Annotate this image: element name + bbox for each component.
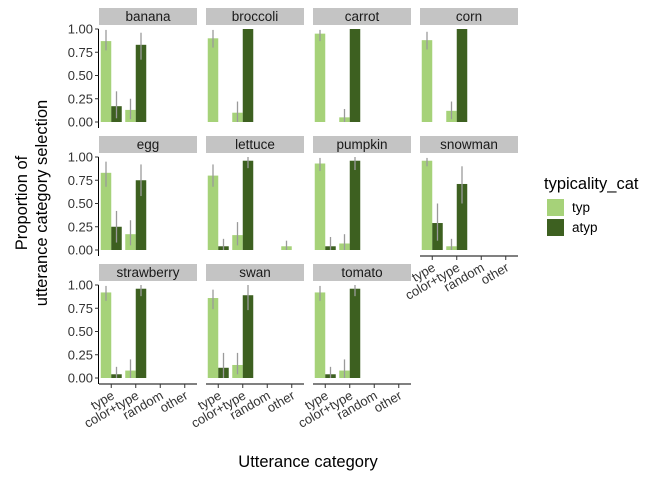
bar-typ-type — [314, 33, 326, 122]
facet-strip-label: banana — [125, 9, 171, 24]
x-tick-label: other — [478, 259, 512, 287]
facet-strip — [313, 8, 411, 25]
facet-panel-carrot: carrot — [313, 8, 411, 122]
bar-typ-type — [314, 163, 326, 250]
legend-title: typicality_cat — [544, 175, 639, 193]
y-tick-label: 0.75 — [68, 173, 93, 188]
facet-strip-label: lettuce — [235, 137, 275, 152]
facet-strip-label: egg — [137, 137, 160, 152]
legend-swatch-typ — [547, 199, 564, 216]
facet-strip — [313, 136, 411, 153]
facet-strip — [99, 136, 197, 153]
facet-panel-lettuce: lettuce — [206, 136, 304, 250]
legend-label-typ: typ — [572, 200, 590, 215]
facet-strip — [313, 264, 411, 281]
facet-strip-label: strawberry — [116, 265, 179, 280]
y-tick-label: 0.75 — [68, 45, 93, 60]
y-tick-label: 0.25 — [68, 219, 93, 234]
y-tick-label: 1.00 — [68, 278, 93, 293]
facet-strip-label: carrot — [345, 9, 380, 24]
bar-typ-type — [100, 41, 112, 123]
x-tick-label: other — [264, 387, 298, 415]
bar-typ-type — [100, 292, 112, 378]
y-tick-label: 1.00 — [68, 22, 93, 37]
bar-typ-type — [207, 175, 219, 250]
bar-atyp-color+type — [135, 288, 147, 378]
bar-typ-type — [421, 40, 433, 122]
y-tick-label: 0.00 — [68, 371, 93, 386]
facet-strip — [206, 136, 304, 153]
facet-panel-strawberry: strawberry0.000.250.500.751.00typecolor+… — [68, 264, 197, 431]
bar-atyp-color+type — [349, 288, 361, 378]
facet-panel-pumpkin: pumpkin — [313, 136, 411, 250]
facet-strip-label: corn — [456, 9, 482, 24]
bar-atyp-color+type — [349, 29, 361, 122]
facet-strip-label: swan — [239, 265, 271, 280]
bar-atyp-color+type — [135, 44, 147, 123]
bar-atyp-color+type — [135, 180, 147, 250]
facet-panel-broccoli: broccoli — [206, 8, 304, 122]
y-tick-label: 0.50 — [68, 68, 93, 83]
facet-strip — [206, 264, 304, 281]
facet-strip — [420, 136, 518, 153]
legend-label-atyp: atyp — [572, 220, 598, 235]
x-tick-label: other — [371, 387, 405, 415]
facet-strip-label: pumpkin — [336, 137, 387, 152]
facet-strip — [99, 264, 197, 281]
facet-panel-banana: banana 0.00 0.25 0.50 0.75 1.00 — [68, 8, 197, 130]
bar-atyp-color+type — [456, 183, 468, 250]
y-tick-label: 0.75 — [68, 301, 93, 316]
legend-swatch-atyp — [547, 219, 564, 236]
facet-panel-egg: egg 0.00 0.25 0.50 0.75 1.00 — [68, 136, 197, 258]
y-tick-label: 0.25 — [68, 347, 93, 362]
bar-typ-type — [207, 38, 219, 122]
facet-strip — [420, 8, 518, 25]
facet-panels: banana 0.00 0.25 0.50 0.75 1.00 broccoli carrot… — [68, 8, 518, 431]
facet-strip-label: broccoli — [232, 9, 279, 24]
y-tick-label: 0.25 — [68, 91, 93, 106]
y-axis-title-line-1: Proportion of — [13, 155, 31, 250]
bar-atyp-color+type — [242, 29, 254, 122]
facet-panel-corn: corn — [420, 8, 518, 122]
facet-strip — [206, 8, 304, 25]
y-tick-label: 0.00 — [68, 243, 93, 258]
facet-strip-label: snowman — [440, 137, 498, 152]
facet-strip-label: tomato — [341, 265, 382, 280]
x-tick-label: other — [157, 387, 191, 415]
y-tick-label: 0.00 — [68, 115, 93, 130]
y-tick-label: 0.50 — [68, 324, 93, 339]
bar-typ-type — [421, 160, 433, 250]
bar-typ-type — [207, 298, 219, 378]
y-axis-title-line-2: utterance category selection — [33, 100, 51, 306]
bar-typ-type — [100, 172, 112, 250]
x-axis-title: Utterance category — [238, 453, 378, 471]
bar-atyp-color+type — [242, 295, 254, 378]
bar-atyp-color+type — [242, 160, 254, 250]
facet-strip — [99, 8, 197, 25]
y-tick-label: 0.50 — [68, 196, 93, 211]
bar-atyp-color+type — [349, 160, 361, 250]
y-tick-label: 1.00 — [68, 150, 93, 165]
bar-atyp-color+type — [456, 29, 468, 122]
legend: typicality_cat typ atyp — [544, 175, 639, 236]
bar-typ-type — [314, 292, 326, 378]
